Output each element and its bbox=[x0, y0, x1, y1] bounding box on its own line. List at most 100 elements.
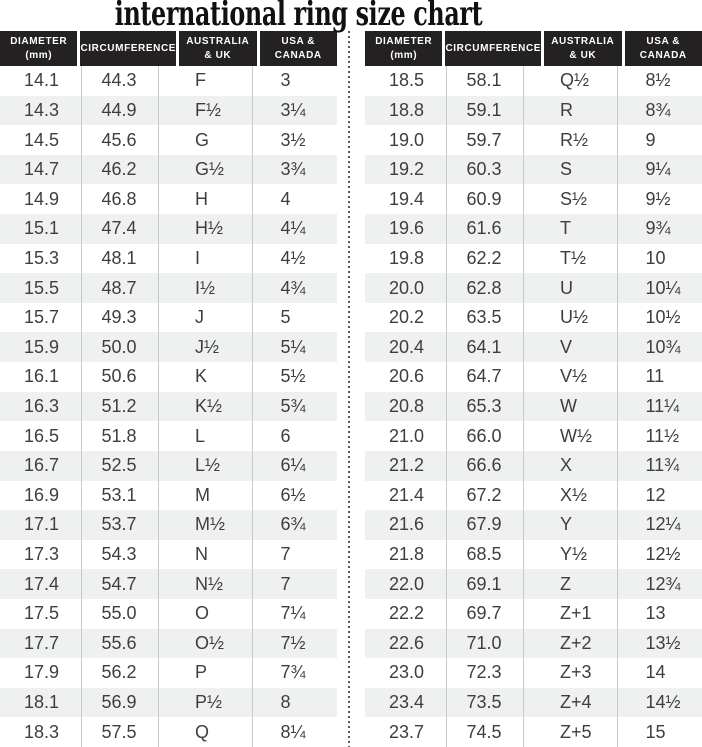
table-cell: 4¾ bbox=[280, 277, 306, 298]
table-cell: Z+3 bbox=[524, 658, 618, 688]
ring-size-table-left: DIAMETER (mm) CIRCUMFERENCE AUSTRALIA & UK US… bbox=[0, 31, 337, 747]
table-cell: 46.8 bbox=[82, 184, 159, 215]
table-cell: 9¼ bbox=[645, 159, 671, 180]
table-row: 21.8 68.5 Y½ 12½ bbox=[365, 539, 702, 570]
table-cell: 16.7 bbox=[0, 450, 82, 481]
column-header: DIAMETER (mm) bbox=[0, 31, 78, 66]
table-body: 18.5 58.1 Q½ 8½ 18.8 59.1 R 8¾ 19.0 59.7 R½ 9 19.2 60… bbox=[365, 66, 702, 747]
table-cell: 23.7 bbox=[365, 717, 447, 747]
page-title-text: international ring size chart bbox=[115, 0, 483, 34]
table-row: 19.0 59.7 R½ 9 bbox=[365, 125, 702, 155]
table-cell: 9 bbox=[645, 129, 656, 150]
table-cell: J bbox=[159, 302, 253, 333]
table-cell: 52.5 bbox=[82, 450, 159, 481]
table-cell: 16.9 bbox=[0, 480, 82, 511]
table-cell: 15.3 bbox=[0, 243, 82, 274]
table-cell: 12 bbox=[645, 484, 666, 505]
table-cell: 5 bbox=[280, 307, 291, 328]
table-cell: 17.9 bbox=[0, 658, 82, 688]
table-cell: 4 bbox=[280, 188, 291, 209]
table-cell: 7¾ bbox=[280, 662, 306, 683]
table-cell: 74.5 bbox=[447, 717, 524, 747]
table-cell: 7 bbox=[280, 544, 291, 565]
table-cell: 18.3 bbox=[0, 717, 82, 747]
table-cell: 14.9 bbox=[0, 184, 82, 215]
table-cell: P½ bbox=[159, 687, 253, 718]
table-row: 20.2 63.5 U½ 10½ bbox=[365, 302, 702, 333]
table-cell: 51.2 bbox=[82, 391, 159, 422]
table-cell: R bbox=[524, 95, 618, 126]
table-row: 20.6 64.7 V½ 11 bbox=[365, 362, 702, 392]
table-cell: 61.6 bbox=[447, 214, 524, 244]
table-cell: Y bbox=[524, 510, 618, 540]
table-cell: 64.7 bbox=[447, 362, 524, 392]
table-cell: Z bbox=[524, 569, 618, 599]
table-cell: 4½ bbox=[280, 247, 306, 268]
table-cell: 19.4 bbox=[365, 184, 447, 215]
table-cell: 23.0 bbox=[365, 658, 447, 688]
table-cell: 64.1 bbox=[447, 332, 524, 363]
table-cell: 3¾ bbox=[280, 159, 306, 180]
table-cell: 10½ bbox=[645, 307, 681, 328]
table-cell: T½ bbox=[524, 243, 618, 274]
table-cell: 12¾ bbox=[645, 573, 681, 594]
table-cell: 12¼ bbox=[645, 514, 681, 535]
table-header: DIAMETER (mm) CIRCUMFERENCE AUSTRALIA & UK US… bbox=[365, 31, 702, 66]
table-cell: 20.0 bbox=[365, 273, 447, 303]
table-cell: 55.0 bbox=[82, 598, 159, 629]
table-cell: 14½ bbox=[645, 692, 681, 713]
table-row: 15.7 49.3 J 5 bbox=[0, 302, 337, 333]
table-cell: 17.7 bbox=[0, 628, 82, 659]
table-cell: G bbox=[159, 125, 253, 155]
table-cell: 11½ bbox=[645, 425, 680, 446]
table-row: 19.2 60.3 S 9¼ bbox=[365, 154, 702, 185]
table-cell: G½ bbox=[159, 154, 253, 185]
table-cell: 18.8 bbox=[365, 95, 447, 126]
table-cell: T bbox=[524, 214, 618, 244]
table-cell: 22.6 bbox=[365, 628, 447, 659]
table-cell: 21.4 bbox=[365, 480, 447, 511]
table-cell: 60.3 bbox=[447, 154, 524, 185]
table-cell: H½ bbox=[159, 214, 253, 244]
table-cell: 6 bbox=[280, 425, 291, 446]
table-body: 14.1 44.3 F 3 14.3 44.9 F½ 3¼ 14.5 45.6 G 3½ 14.7 46.… bbox=[0, 66, 337, 747]
table-cell: 16.1 bbox=[0, 362, 82, 392]
table-cell: J½ bbox=[159, 332, 253, 363]
table-cell: 60.9 bbox=[447, 184, 524, 215]
table-row: 14.1 44.3 F 3 bbox=[0, 66, 337, 96]
table-cell: L bbox=[159, 421, 253, 451]
table-row: 16.5 51.8 L 6 bbox=[0, 421, 337, 451]
table-cell: K½ bbox=[159, 391, 253, 422]
table-cell: 68.5 bbox=[447, 539, 524, 570]
table-cell: 19.6 bbox=[365, 214, 447, 244]
table-cell: 66.0 bbox=[447, 421, 524, 451]
table-row: 20.4 64.1 V 10¾ bbox=[365, 332, 702, 363]
table-cell: 9¾ bbox=[645, 218, 671, 239]
table-cell: 72.3 bbox=[447, 658, 524, 688]
table-cell: Z+5 bbox=[524, 717, 618, 747]
table-cell: 15.1 bbox=[0, 214, 82, 244]
table-cell: 21.8 bbox=[365, 539, 447, 570]
column-header: DIAMETER (mm) bbox=[365, 31, 443, 66]
table-cell: 3¼ bbox=[280, 99, 306, 120]
table-cell: X½ bbox=[524, 480, 618, 511]
table-cell: 15.5 bbox=[0, 273, 82, 303]
table-cell: 17.4 bbox=[0, 569, 82, 599]
table-cell: 8¾ bbox=[645, 99, 671, 120]
table-cell: 13 bbox=[645, 603, 666, 624]
table-cell: W½ bbox=[524, 421, 618, 451]
table-row: 21.2 66.6 X 11¾ bbox=[365, 450, 702, 481]
table-cell: 14.3 bbox=[0, 95, 82, 126]
table-row: 20.8 65.3 W 11¼ bbox=[365, 391, 702, 422]
table-row: 22.0 69.1 Z 12¾ bbox=[365, 569, 702, 599]
column-header: CIRCUMFERENCE bbox=[80, 31, 177, 66]
table-cell: 51.8 bbox=[82, 421, 159, 451]
table-cell: 56.9 bbox=[82, 687, 159, 718]
table-cell: 7¼ bbox=[280, 603, 306, 624]
table-cell: 67.2 bbox=[447, 480, 524, 511]
table-row: 16.1 50.6 K 5½ bbox=[0, 362, 337, 392]
table-cell: Q bbox=[159, 717, 253, 747]
table-cell: 3 bbox=[280, 70, 291, 91]
table-cell: 8 bbox=[280, 692, 291, 713]
table-cell: 53.7 bbox=[82, 510, 159, 540]
